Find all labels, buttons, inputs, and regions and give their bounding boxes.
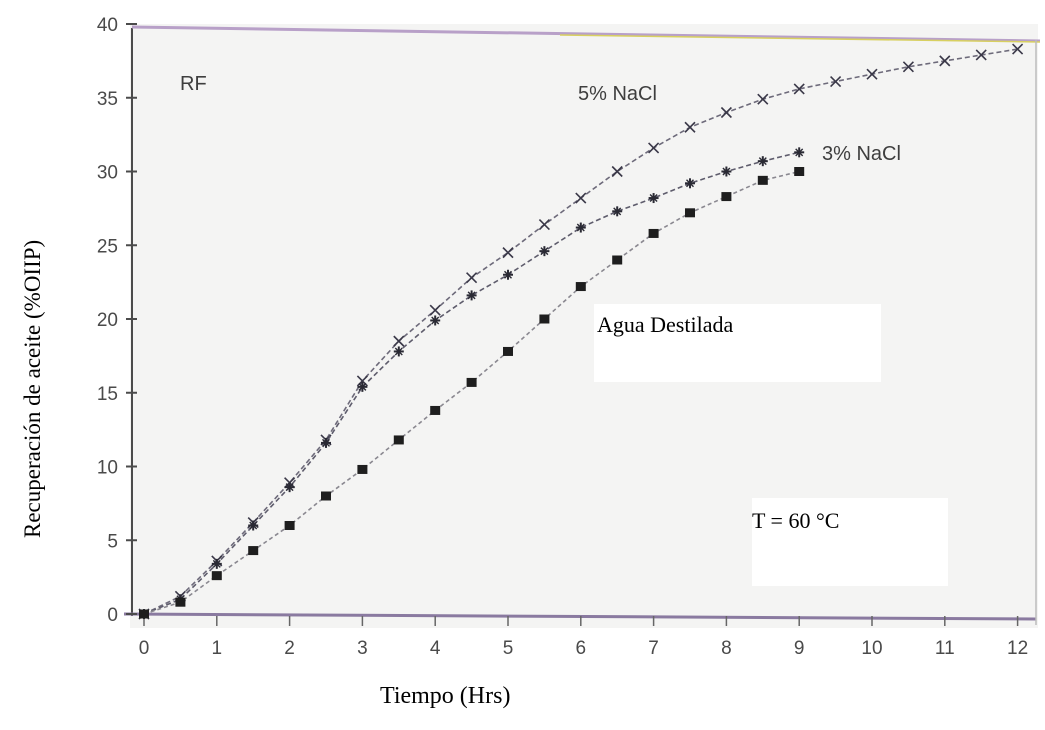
data-point-agua-destilada — [648, 228, 659, 238]
x-axis-title: Tiempo (Hrs) — [380, 683, 510, 709]
data-point-agua-destilada — [575, 282, 586, 292]
x-tick-label: 4 — [430, 638, 441, 659]
data-point-agua-destilada — [175, 597, 186, 607]
data-point-agua-destilada — [539, 314, 550, 324]
data-point-agua-destilada — [211, 571, 222, 581]
data-point-3-nacl — [757, 156, 768, 167]
data-point-agua-destilada — [357, 464, 368, 474]
data-point-3-nacl — [321, 437, 331, 448]
x-tick-label: 0 — [139, 638, 150, 659]
x-axis-title-box — [372, 672, 786, 718]
y-tick-label: 30 — [97, 163, 118, 184]
data-point-agua-destilada — [321, 491, 331, 501]
data-point-5-nacl — [575, 192, 587, 204]
data-point-5-nacl — [429, 304, 441, 316]
data-point-3-nacl — [721, 166, 732, 177]
data-point-3-nacl — [612, 206, 623, 217]
data-point-agua-destilada — [248, 546, 259, 556]
x-tick-label: 3 — [357, 638, 368, 659]
data-point-5-nacl — [757, 93, 769, 105]
data-point-agua-destilada — [503, 346, 513, 356]
data-point-5-nacl — [648, 142, 660, 154]
data-point-5-nacl — [939, 55, 951, 67]
data-point-5-nacl — [466, 272, 478, 284]
data-point-5-nacl — [975, 49, 987, 61]
y-axis-title-box — [4, 124, 52, 552]
data-point-3-nacl — [284, 482, 295, 493]
x-tick-label: 11 — [935, 638, 955, 659]
top-border — [131, 25, 1041, 43]
x-tick-label: 9 — [794, 638, 805, 659]
data-point-5-nacl — [866, 68, 878, 80]
data-point-5-nacl — [611, 165, 623, 178]
y-tick-label: 20 — [97, 310, 118, 331]
data-point-3-nacl — [466, 290, 477, 301]
data-point-5-nacl — [502, 247, 514, 259]
x-tick-label: 7 — [648, 638, 659, 659]
series-label-3-nacl: 3% NaCl — [822, 143, 901, 165]
data-point-3-nacl — [211, 558, 222, 569]
data-point-3-nacl — [794, 147, 805, 158]
x-tick-label: 2 — [284, 638, 295, 659]
data-point-agua-destilada — [393, 435, 404, 445]
series-label-agua-destilada: Agua Destilada — [597, 312, 733, 337]
data-point-agua-destilada — [757, 175, 768, 185]
data-point-agua-destilada — [284, 521, 295, 530]
data-point-5-nacl — [902, 61, 914, 73]
x-tick-label: 5 — [503, 638, 514, 659]
x-tick-label: 6 — [576, 638, 587, 659]
data-point-5-nacl — [684, 121, 696, 133]
rf-label: RF — [180, 73, 207, 95]
x-tick-label: 1 — [212, 638, 223, 659]
data-point-3-nacl — [685, 178, 695, 189]
data-point-agua-destilada — [139, 609, 149, 619]
data-point-5-nacl — [1012, 43, 1024, 55]
data-point-3-nacl — [539, 246, 550, 257]
data-point-5-nacl — [830, 75, 842, 88]
y-tick-label: 40 — [97, 15, 118, 36]
x-axis — [123, 612, 1037, 621]
y-tick-label: 10 — [97, 458, 118, 479]
data-point-3-nacl — [575, 222, 586, 233]
data-point-3-nacl — [648, 193, 659, 204]
top-border-tint — [559, 34, 1041, 43]
data-point-agua-destilada — [466, 377, 477, 387]
data-point-5-nacl — [720, 106, 732, 119]
x-tick-label: 10 — [861, 638, 882, 659]
y-tick-label: 0 — [107, 605, 118, 626]
temperature-box — [752, 498, 948, 586]
data-point-3-nacl — [503, 269, 513, 280]
data-point-5-nacl — [538, 219, 550, 231]
data-point-3-nacl — [430, 315, 441, 326]
y-tick-label: 15 — [97, 384, 118, 405]
data-point-agua-destilada — [794, 167, 805, 176]
y-axis-title: Recuperación de aceite (%OIIP) — [20, 240, 45, 538]
agua-label-box — [594, 304, 881, 382]
data-point-agua-destilada — [612, 255, 623, 265]
data-point-3-nacl — [248, 520, 259, 531]
data-point-5-nacl — [393, 335, 405, 347]
data-point-agua-destilada — [721, 192, 732, 202]
x-tick-label: 12 — [1007, 638, 1028, 659]
y-tick-label: 25 — [97, 236, 118, 257]
series-label-5-nacl: 5% NaCl — [578, 83, 657, 105]
data-point-agua-destilada — [685, 208, 695, 218]
y-tick-label: 35 — [97, 89, 118, 110]
data-point-3-nacl — [393, 346, 404, 357]
y-tick-label: 5 — [107, 531, 118, 552]
data-point-agua-destilada — [430, 405, 441, 415]
data-point-3-nacl — [357, 381, 368, 392]
x-tick-label: 8 — [721, 638, 732, 659]
data-point-5-nacl — [793, 83, 805, 95]
temperature-label: T = 60 °C — [752, 508, 839, 533]
